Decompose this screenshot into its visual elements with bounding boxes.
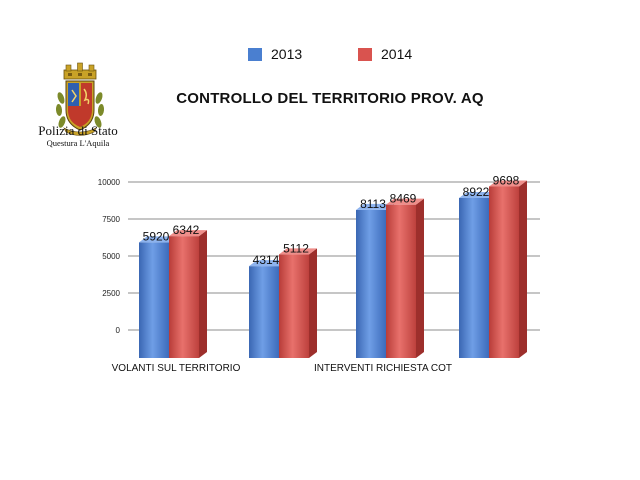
data-label-2014: 8469 [390, 192, 417, 206]
bar-2014 [169, 236, 199, 358]
legend-swatch-2013 [248, 47, 262, 61]
ribbon-icon [63, 127, 97, 136]
crown-icon [63, 62, 97, 80]
bar-2013 [356, 209, 386, 358]
data-label-2013: 5920 [143, 229, 170, 243]
data-label-2013: 4314 [253, 253, 280, 267]
bar-2014 [279, 254, 309, 358]
legend-item-2014: 2014 [358, 44, 412, 64]
legend-item-2013: 2013 [248, 44, 302, 64]
data-label-2014: 6342 [173, 223, 200, 237]
data-label-2013: 8113 [360, 197, 386, 211]
bar-2013 [249, 266, 279, 358]
legend-label-2014: 2014 [381, 46, 413, 62]
bar-top-2014 [386, 198, 424, 205]
bar-2014 [386, 204, 416, 358]
bar-top-2014 [279, 248, 317, 255]
bar-side-2014 [199, 230, 207, 358]
data-label-2014: 9698 [493, 173, 520, 187]
logo-subtitle: Questura L'Aquila [46, 138, 110, 148]
bar-top-2014 [489, 180, 527, 187]
bar-2013 [459, 197, 489, 358]
polizia-di-stato-emblem [55, 62, 105, 136]
category-label: INTERVENTI RICHIESTA COT [314, 363, 452, 374]
bar-2013 [139, 242, 169, 358]
bar-top-2013 [249, 260, 287, 267]
chart-title: CONTROLLO DEL TERRITORIO PROV. AQ [176, 90, 484, 107]
y-tick-label: 7500 [102, 215, 120, 224]
bar-2014 [489, 186, 519, 358]
logo-title: Polizia di Stato [38, 123, 118, 138]
bar-side-2014 [416, 198, 424, 358]
data-label-2013: 8922 [463, 185, 490, 199]
laurel-icon [55, 92, 105, 128]
bar-top-2013 [459, 191, 497, 198]
bar-side-2014 [519, 180, 527, 358]
bar-top-2014 [169, 230, 207, 237]
legend-swatch-2014 [358, 47, 372, 61]
bar-top-2013 [139, 236, 177, 243]
y-tick-label: 0 [116, 326, 121, 335]
bar-top-2013 [356, 203, 394, 210]
y-tick-label: 10000 [98, 178, 121, 187]
y-tick-label: 2500 [102, 289, 120, 298]
legend-label-2013: 2013 [271, 46, 303, 62]
data-label-2014: 5112 [283, 241, 309, 255]
chart-legend: 2013 2014 [248, 44, 448, 64]
bar-side-2014 [309, 248, 317, 358]
category-label: VOLANTI SUL TERRITORIO [112, 363, 241, 374]
y-tick-label: 5000 [102, 252, 120, 261]
logo-caption: Polizia di Stato Questura L'Aquila [28, 123, 128, 149]
shield-icon [65, 80, 95, 131]
